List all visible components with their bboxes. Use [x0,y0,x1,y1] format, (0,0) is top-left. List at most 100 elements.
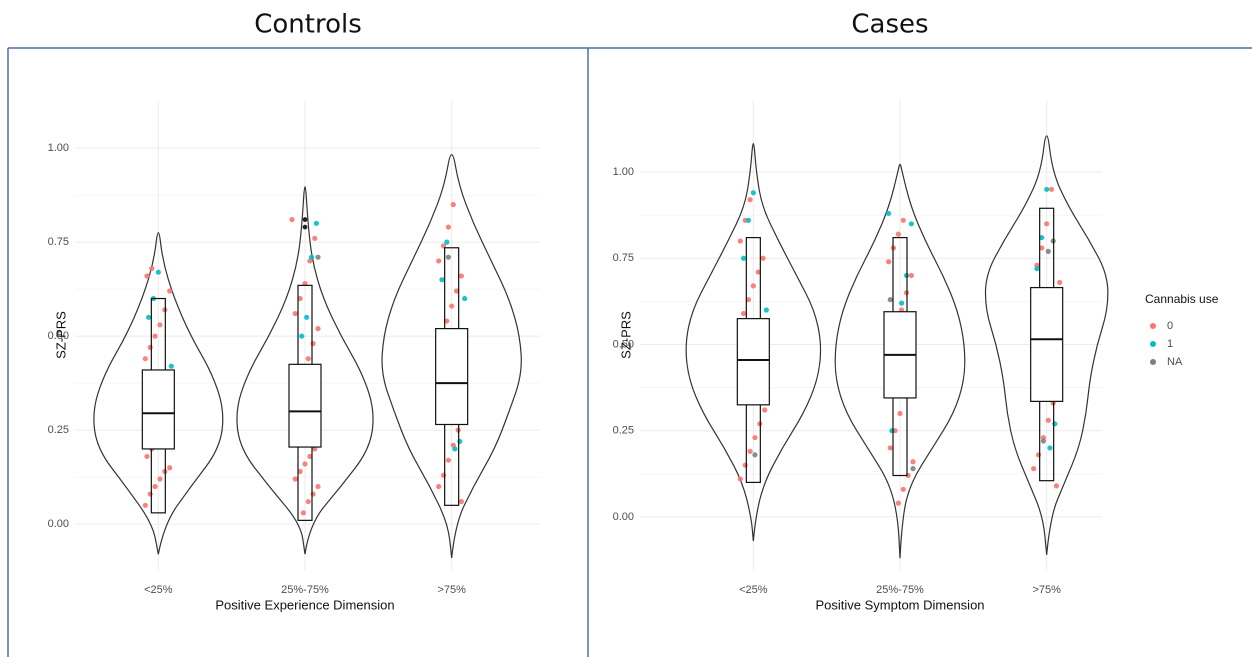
data-point [436,483,442,490]
data-point [1040,438,1047,444]
data-point [910,459,916,465]
data-point [462,295,468,302]
x-tick-label: 25%-75% [281,584,329,596]
data-point [740,255,747,261]
data-point [167,465,173,471]
y-tick-label: 1.00 [613,166,634,178]
data-point [439,277,445,283]
data-point [910,466,916,472]
data-point [308,254,315,260]
data-point [1035,452,1042,458]
box [736,318,770,406]
x-tick-label: >75% [437,584,466,596]
data-point [886,259,892,265]
data-point [750,190,756,196]
box [435,328,469,426]
violin [236,186,374,555]
data-point [1052,421,1058,427]
data-point [737,476,743,482]
data-point [444,318,450,324]
data-point [1048,186,1055,192]
data-point [750,283,756,289]
data-point [436,258,442,264]
data-point [900,217,906,223]
violin [685,143,822,542]
data-point [886,210,892,217]
violin [93,232,224,555]
x-tick-label: >75% [1032,584,1061,596]
y-axis-label: SZ-PRS [618,311,633,359]
x-tick-label: <25% [144,584,173,596]
legend-label: 1 [1167,338,1173,350]
data-point [1039,245,1045,251]
box [288,363,322,448]
data-point [168,363,174,369]
data-point [305,498,311,505]
data-point [445,254,452,260]
data-point [887,445,893,451]
data-point [1057,279,1063,286]
data-point [155,269,161,275]
data-point [755,269,761,275]
legend-swatch [1150,359,1156,365]
data-point [752,452,758,458]
data-point [304,314,310,320]
data-point [149,265,155,272]
x-tick-label: <25% [739,584,768,596]
violin [381,154,522,559]
data-point [889,428,895,434]
y-tick-label: 0.50 [48,330,69,342]
data-point [305,356,311,362]
box [1030,286,1064,402]
violin [834,163,966,559]
data-point [908,221,914,227]
data-point [315,254,321,260]
box [141,369,175,450]
data-point [289,216,295,223]
data-point [747,197,753,203]
data-point [900,486,906,492]
y-tick-label: 0.00 [613,511,634,523]
data-point [457,438,463,445]
data-point [450,201,456,208]
legend-label: 0 [1167,320,1173,332]
violin [984,135,1109,555]
data-point [899,300,905,306]
data-point [157,476,163,482]
data-point [142,502,148,508]
data-point [147,344,153,351]
data-point [302,461,308,467]
data-point [142,356,148,362]
data-point [747,448,753,454]
data-point [445,457,452,463]
data-point [440,472,447,478]
data-point [144,453,150,460]
data-point [760,255,766,261]
data-point [452,446,458,452]
data-point [895,500,901,506]
y-tick-label: 0.00 [48,518,69,530]
legend-swatch [1150,341,1156,347]
data-point [313,220,319,226]
data-point [315,483,321,490]
x-axis-label: Positive Experience Dimension [215,597,394,612]
data-point [752,434,758,441]
y-tick-label: 1.00 [48,142,69,154]
data-point [745,217,752,223]
data-point [312,235,318,241]
x-axis-label: Positive Symptom Dimension [815,597,984,612]
chart-title: Controls [254,10,362,40]
data-point [1044,186,1050,192]
data-point [292,310,298,317]
data-point [145,314,152,320]
outlier [302,224,308,230]
y-tick-label: 0.75 [613,252,634,264]
data-point [458,498,465,505]
data-point [895,231,901,237]
data-point [1039,234,1045,241]
data-point [762,407,768,413]
data-point [310,491,316,497]
data-point [1031,466,1037,472]
data-point [445,224,452,230]
data-point [887,297,893,303]
